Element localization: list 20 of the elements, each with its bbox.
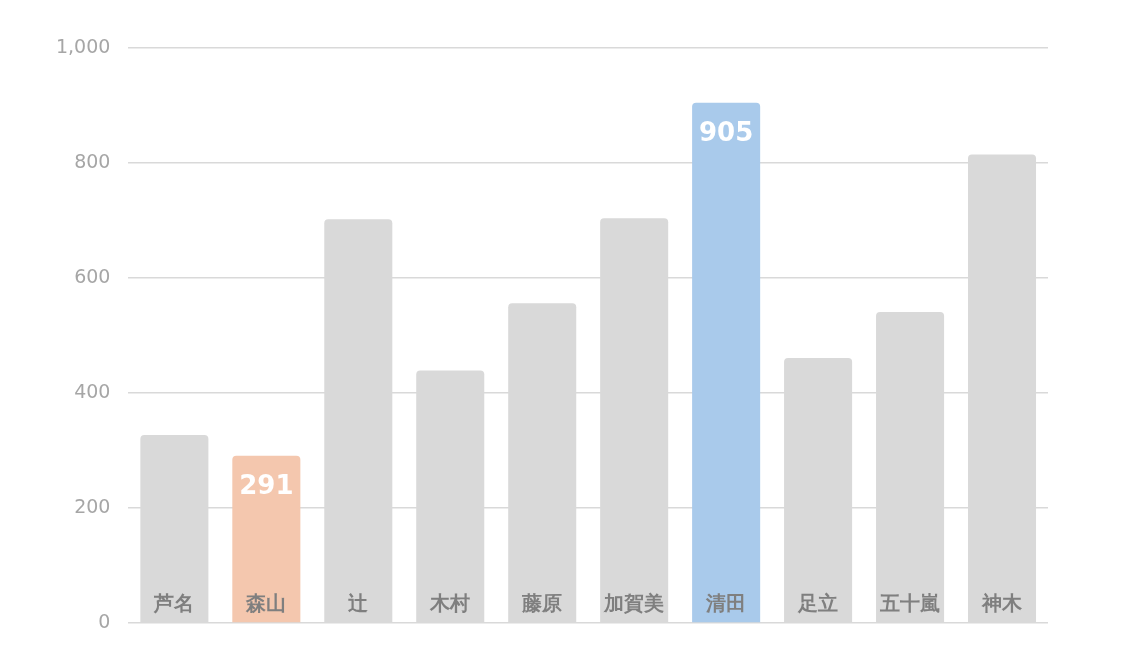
x-tick-label: 神木 — [981, 591, 1024, 616]
y-tick-label: 0 — [98, 609, 111, 632]
x-tick-label: 木村 — [429, 591, 471, 616]
y-tick-label: 1,000 — [55, 34, 111, 57]
x-tick-label: 森山 — [245, 591, 287, 616]
y-tick-label: 200 — [74, 494, 111, 517]
x-tick-label: 加賀美 — [603, 591, 665, 616]
x-tick-label: 清田 — [705, 591, 747, 616]
data-label: 291 — [239, 470, 294, 501]
x-tick-label: 辻 — [347, 591, 370, 616]
x-tick-label: 藤原 — [521, 591, 563, 616]
x-tick-label: 足立 — [797, 591, 839, 616]
x-tick-label: 芦名 — [153, 591, 195, 616]
x-tick-label: 五十嵐 — [879, 591, 941, 616]
bar — [692, 102, 761, 623]
y-tick-label: 400 — [74, 379, 111, 402]
data-label: 905 — [699, 117, 754, 148]
y-tick-label: 800 — [74, 149, 111, 172]
y-tick-label: 600 — [74, 264, 111, 287]
bar — [232, 455, 301, 623]
